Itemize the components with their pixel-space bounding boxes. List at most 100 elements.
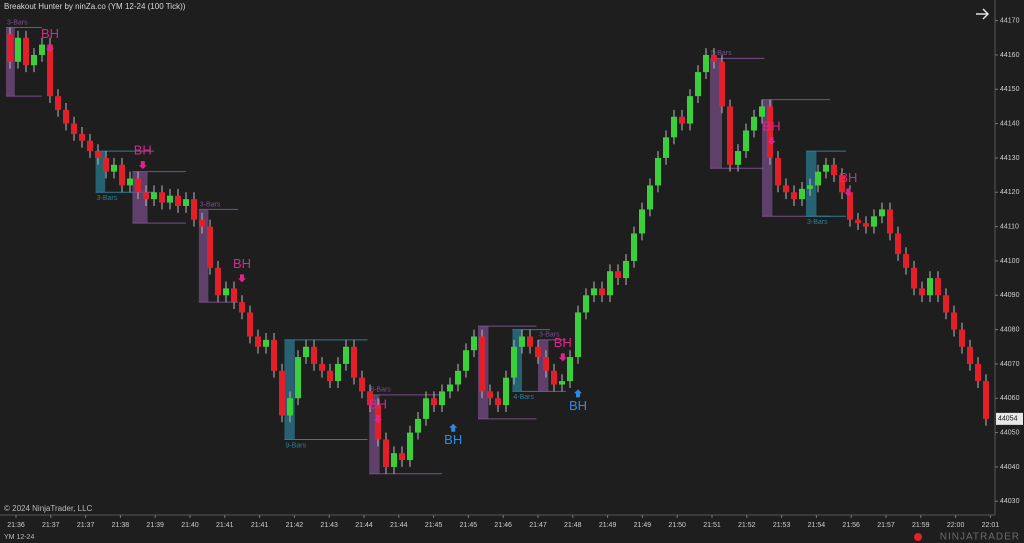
candle-body <box>191 199 197 220</box>
candle-body <box>895 233 901 255</box>
y-tick-label: 44030 <box>1000 498 1020 505</box>
candle-body <box>231 288 237 303</box>
x-tick-label: 21:37 <box>42 522 60 529</box>
candle-body <box>199 219 205 227</box>
candle-body <box>863 223 869 227</box>
candle-body <box>543 357 549 371</box>
signal-label: BH <box>554 335 572 350</box>
candle-body <box>183 199 189 206</box>
candle-body <box>527 336 533 347</box>
candle-body <box>447 384 453 392</box>
candle-body <box>839 175 845 193</box>
candle-body <box>751 116 757 131</box>
candle-body <box>279 370 285 416</box>
candle-body <box>7 34 13 62</box>
candle-body <box>407 432 413 461</box>
signal-label: BH <box>569 398 587 413</box>
last-price-label: 44054 <box>998 416 1018 423</box>
candle-body <box>831 164 837 176</box>
y-tick-label: 44130 <box>1000 155 1020 162</box>
candle-body <box>967 346 973 364</box>
candle-body <box>679 116 685 124</box>
zone-label: 5-Bars <box>711 50 732 57</box>
candle-body <box>927 278 933 296</box>
candle-body <box>655 157 661 186</box>
candle-body <box>767 106 773 158</box>
x-tick-label: 21:50 <box>668 522 686 529</box>
candle-body <box>367 391 373 406</box>
candle-body <box>399 453 405 461</box>
candle-body <box>959 329 965 347</box>
candle-body <box>247 312 253 337</box>
y-tick-label: 44160 <box>1000 52 1020 59</box>
zone-label: 3-Bars <box>97 195 118 202</box>
x-tick-label: 21:48 <box>564 522 582 529</box>
candle-body <box>727 106 733 165</box>
candle-body <box>135 178 141 193</box>
watermark: NINJATRADER <box>940 532 1020 543</box>
candle-body <box>391 453 397 467</box>
last-price-box <box>996 412 1023 425</box>
candle-body <box>383 439 389 467</box>
candle-body <box>735 151 741 165</box>
candle-body <box>823 164 829 172</box>
x-tick-label: 21:44 <box>390 522 408 529</box>
candle-body <box>423 398 429 419</box>
x-tick-label: 21:57 <box>877 522 895 529</box>
expand-icon[interactable] <box>976 8 990 20</box>
signal-label: BH <box>763 118 781 133</box>
y-tick-label: 44110 <box>1000 223 1019 230</box>
x-tick-label: 21:54 <box>808 522 826 529</box>
candle-body <box>943 295 949 313</box>
candle-body <box>119 164 125 186</box>
signal-arrow <box>449 423 458 432</box>
candle-body <box>903 254 909 268</box>
signal-arrow <box>574 389 582 398</box>
candle-body <box>487 391 493 399</box>
candle-body <box>551 370 557 385</box>
y-tick-label: 44140 <box>1000 120 1020 127</box>
signal-label: BH <box>233 256 251 271</box>
x-tick-label: 21:56 <box>842 522 860 529</box>
candle-body <box>471 336 477 351</box>
x-tick-label: 21:53 <box>773 522 791 529</box>
candle-body <box>535 346 541 358</box>
y-tick-label: 44050 <box>1000 429 1020 436</box>
candle-body <box>847 192 853 220</box>
zone-label: 9-Bars <box>285 442 306 449</box>
candle-body <box>63 109 69 124</box>
signal-arrow <box>844 188 853 197</box>
candle-body <box>503 377 509 406</box>
signal-arrow <box>238 274 246 283</box>
x-tick-label: 21:49 <box>634 522 652 529</box>
candle-body <box>55 96 61 110</box>
logo-icon <box>914 533 922 541</box>
y-tick-label: 44100 <box>1000 258 1020 265</box>
candle-body <box>663 137 669 158</box>
candle-body <box>351 346 357 378</box>
signal-label: BH <box>444 432 462 447</box>
candle-body <box>719 61 725 107</box>
y-tick-label: 44070 <box>1000 361 1020 368</box>
candle-body <box>695 72 701 97</box>
candle-body <box>783 185 789 193</box>
x-tick-label: 21:42 <box>286 522 304 529</box>
x-tick-label: 22:00 <box>947 522 965 529</box>
x-tick-label: 21:40 <box>181 522 199 529</box>
candle-body <box>615 271 621 279</box>
candle-body <box>911 267 917 289</box>
candle-body <box>71 123 77 134</box>
zone-label: 3-Bars <box>200 201 221 208</box>
x-tick-label: 21:52 <box>738 522 756 529</box>
signal-label: BH <box>369 397 387 412</box>
candle-body <box>327 370 333 382</box>
candle-body <box>975 363 981 382</box>
signal-label: BH <box>41 26 59 41</box>
candle-body <box>519 336 525 347</box>
signal-label: BH <box>839 170 857 185</box>
candle-body <box>431 398 437 406</box>
candle-body <box>167 195 173 203</box>
candle-body <box>647 185 653 210</box>
candle-body <box>335 363 341 382</box>
